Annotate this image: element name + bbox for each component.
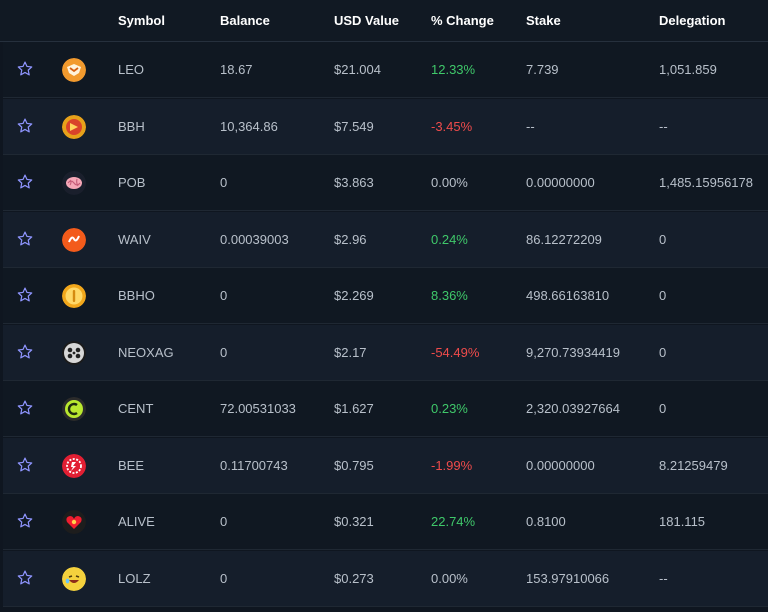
token-symbol[interactable]: LEO <box>118 62 145 77</box>
token-delegation: 8.21259479 <box>659 457 728 473</box>
token-stake: 9,270.73934419 <box>526 344 620 360</box>
token-usd-value: $0.321 <box>334 514 374 529</box>
token-usd-value: $7.549 <box>334 118 374 134</box>
table-row[interactable]: POB 0 $3.863 0.00% 0.00000000 1,485.15956178 <box>3 155 768 211</box>
token-percent-change: 0.23% <box>431 401 468 416</box>
favorite-star-icon[interactable] <box>16 230 34 248</box>
token-delegation: 181.115 <box>659 514 706 529</box>
favorite-star-icon[interactable] <box>16 343 34 361</box>
token-stake: 2,320.03927664 <box>526 401 620 416</box>
token-balance: 0.11700743 <box>220 457 288 473</box>
table-row[interactable]: LOLZ 0 $0.273 0.00% 153.97910066 -- <box>3 550 768 607</box>
token-symbol[interactable]: BBHO <box>118 288 155 303</box>
waiv-token-icon <box>62 227 86 252</box>
token-symbol[interactable]: POB <box>118 175 146 190</box>
table-row[interactable]: BBHO 0 $2.269 8.36% 498.66163810 0 <box>3 268 768 324</box>
token-balance: 0 <box>220 514 228 529</box>
film-reel-icon <box>62 340 86 365</box>
token-delegation: -- <box>659 570 668 586</box>
column-header-usd-value[interactable]: USD Value <box>334 13 400 28</box>
favorite-star-icon[interactable] <box>16 569 34 587</box>
token-symbol[interactable]: LOLZ <box>118 570 151 586</box>
table-row[interactable]: CENT 72.00531033 $1.627 0.23% 2,320.03927664… <box>3 381 768 437</box>
column-header-balance[interactable]: Balance <box>220 13 270 28</box>
token-delegation: 1,485.15956178 <box>659 175 753 190</box>
token-delegation: -- <box>659 118 668 134</box>
token-usd-value: $3.863 <box>334 175 374 190</box>
favorite-star-icon[interactable] <box>16 286 34 304</box>
table-header: Symbol Balance USD Value % Change Stake … <box>0 0 768 42</box>
token-percent-change: 8.36% <box>431 288 468 303</box>
token-percent-change: 0.00% <box>431 175 468 190</box>
laughing-face-icon <box>62 566 86 591</box>
token-percent-change: -1.99% <box>431 457 473 473</box>
token-balance: 0 <box>220 344 228 360</box>
token-percent-change: 0.00% <box>431 570 468 586</box>
token-delegation: 0 <box>659 288 667 303</box>
token-symbol[interactable]: CENT <box>118 401 154 416</box>
token-usd-value: $0.273 <box>334 570 374 586</box>
bbh-token-icon <box>62 114 86 139</box>
favorite-star-icon[interactable] <box>16 117 34 135</box>
table-row[interactable]: LEO 18.67 $21.004 12.33% 7.739 1,051.859 <box>3 42 768 98</box>
table-row[interactable]: BEE 0.11700743 $0.795 -1.99% 0.00000000 8.212… <box>3 437 768 494</box>
token-delegation: 0 <box>659 401 667 416</box>
token-symbol[interactable]: NEOXAG <box>118 344 174 360</box>
heart-icon <box>62 510 86 534</box>
token-stake: 7.739 <box>526 62 559 77</box>
token-stake: 86.12272209 <box>526 231 602 247</box>
token-stake: 498.66163810 <box>526 288 610 303</box>
table-row[interactable]: BBH 10,364.86 $7.549 -3.45% -- -- <box>3 98 768 155</box>
token-percent-change: 22.74% <box>431 514 476 529</box>
cent-coin-icon <box>62 397 86 421</box>
column-header-delegation[interactable]: Delegation <box>659 13 726 28</box>
token-stake: 0.00000000 <box>526 457 595 473</box>
token-symbol[interactable]: ALIVE <box>118 514 155 529</box>
column-header-stake[interactable]: Stake <box>526 13 561 28</box>
token-percent-change: 0.24% <box>431 231 468 247</box>
token-delegation: 1,051.859 <box>659 62 717 77</box>
token-percent-change: 12.33% <box>431 62 476 77</box>
token-percent-change: -3.45% <box>431 118 473 134</box>
column-header-change[interactable]: % Change <box>431 13 494 28</box>
bee-gear-icon <box>62 453 86 478</box>
brain-icon <box>62 171 86 195</box>
token-balance: 0 <box>220 288 228 303</box>
table-row[interactable]: NEOXAG 0 $2.17 -54.49% 9,270.73934419 0 <box>3 324 768 381</box>
favorite-star-icon[interactable] <box>16 456 34 474</box>
token-stake: -- <box>526 118 535 134</box>
token-balance: 10,364.86 <box>220 118 278 134</box>
token-usd-value: $2.269 <box>334 288 374 303</box>
token-usd-value: $2.17 <box>334 344 367 360</box>
token-delegation: 0 <box>659 231 667 247</box>
token-stake: 0.8100 <box>526 514 566 529</box>
token-delegation: 0 <box>659 344 667 360</box>
token-balance: 18.67 <box>220 62 253 77</box>
token-stake: 0.00000000 <box>526 175 595 190</box>
favorite-star-icon[interactable] <box>16 512 34 530</box>
token-stake: 153.97910066 <box>526 570 610 586</box>
token-balance: 0.00039003 <box>220 231 289 247</box>
table-row[interactable]: ALIVE 0 $0.321 22.74% 0.8100 181.115 <box>3 494 768 550</box>
token-symbol[interactable]: BBH <box>118 118 145 134</box>
token-symbol[interactable]: WAIV <box>118 231 151 247</box>
token-balance: 72.00531033 <box>220 401 296 416</box>
favorite-star-icon[interactable] <box>16 60 34 78</box>
favorite-star-icon[interactable] <box>16 173 34 191</box>
gold-coin-icon <box>62 284 86 308</box>
token-usd-value: $21.004 <box>334 62 381 77</box>
token-usd-value: $1.627 <box>334 401 374 416</box>
token-balance: 0 <box>220 570 228 586</box>
column-header-symbol[interactable]: Symbol <box>118 13 165 28</box>
table-row[interactable]: WAIV 0.00039003 $2.96 0.24% 86.12272209 0 <box>3 211 768 268</box>
token-percent-change: -54.49% <box>431 344 480 360</box>
token-symbol[interactable]: BEE <box>118 457 145 473</box>
token-usd-value: $2.96 <box>334 231 367 247</box>
favorite-star-icon[interactable] <box>16 399 34 417</box>
leo-lion-icon <box>62 58 86 82</box>
token-balance: 0 <box>220 175 228 190</box>
token-usd-value: $0.795 <box>334 457 374 473</box>
